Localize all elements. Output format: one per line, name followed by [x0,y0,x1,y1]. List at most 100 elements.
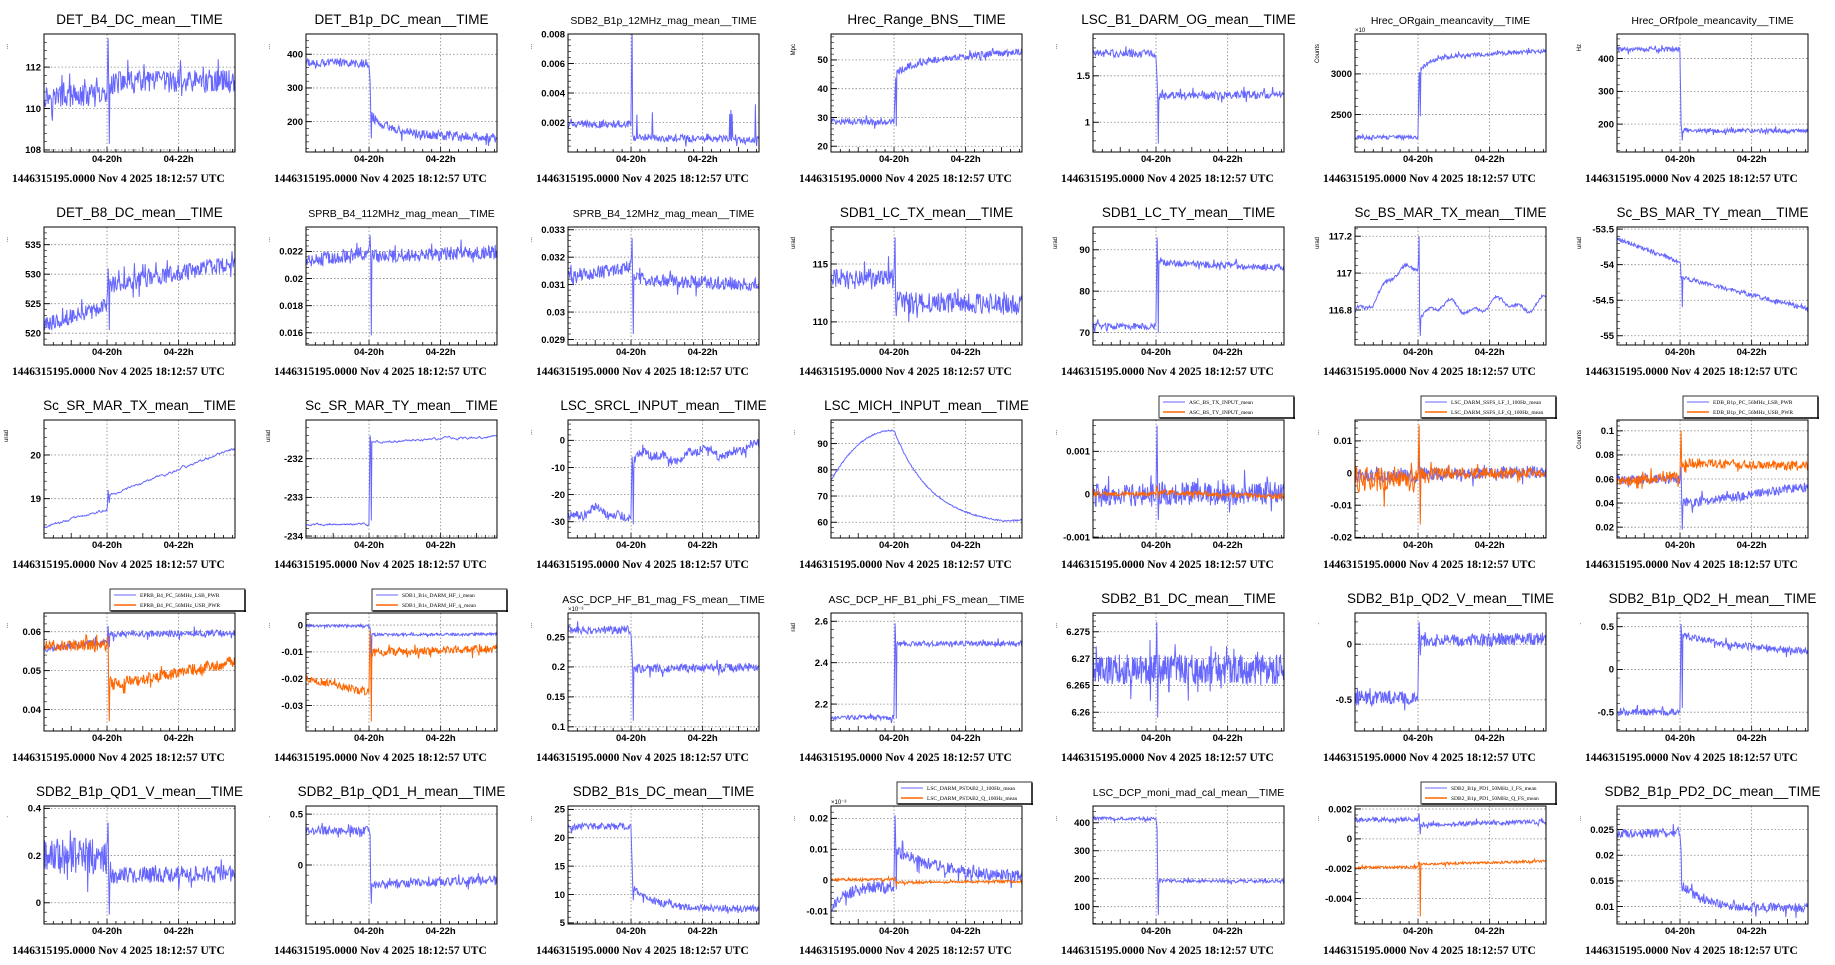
plot-frame [305,612,498,732]
y-tick-label: 0.029 [541,335,565,346]
chart-svg: ... 04-20h 04-22h -0.03 -0.02 -0.01 0 SDB1_B1s_… [266,588,508,764]
chart-title: SDB2_B1p_QD2_V_mean__TIME [1347,591,1554,606]
y-tick-label: -0.01 [281,647,303,658]
x-tick-label: 04-22h [164,733,194,744]
chart-svg: SDB2_B1p_QD1_V_mean__TIME. 04-20h 04-22h 0 0… [4,784,243,957]
plot-frame [830,419,1023,539]
x-tick-label: 04-20h [92,347,122,358]
y-tick-label: 0 [1347,468,1352,479]
series-line-sdb2-b1p-qd2-h-mean [1617,624,1808,717]
chart-svg: SDB2_B1p_QD1_H_mean__TIME. 04-20h 04-22h 0 0… [266,784,505,957]
y-tick-label: 0.02 [285,274,304,285]
timestamp-footer: 1446315195.0000 Nov 4 2025 18:12:57 UTC [1323,559,1536,571]
chart-panel: ... ×10⁻³ 04-20h 04-22h -0.01 0 0.01 0.02 LSC_DA… [787,772,1049,965]
x-tick-label: 04-22h [688,926,718,937]
x-tick-label: 04-22h [1737,733,1767,744]
chart-svg: ... 04-20h 04-22h -0.001 0 0.001 ASC_BS_TX_INP… [1053,395,1295,571]
chart-panel: LSC_MICH_INPUT_mean__TIME... 04-20h 04-22h… [787,386,1049,579]
chart-panel: SPRB_B4_112MHz_mag_mean__TIME... 04-20h 04… [262,193,524,386]
axis-multiplier: ×10⁻³ [831,800,846,806]
x-tick-label: 04-20h [879,540,909,551]
y-tick-label: 0.008 [541,29,565,40]
series-line-det-b8-dc-mean [44,251,235,331]
x-tick-label: 04-20h [92,926,122,937]
x-tick-label: 04-22h [951,347,981,358]
y-tick-label: -54 [1600,260,1614,271]
chart-svg: LSC_B1_DARM_OG_mean__TIME... 04-20h 04-22h… [1053,12,1296,185]
y-tick-label: -55 [1600,331,1614,342]
series-line-sdb2-b1p-qd1-h-mean [306,822,497,904]
y-tick-label: 535 [25,240,42,251]
chart-svg: ... ×10⁻³ 04-20h 04-22h -0.01 0 0.01 0.02 LSC_DA… [791,781,1033,957]
series-line-sdb1-b1s-darm-hf-i-mean [306,622,497,669]
chart-title: LSC_B1_DARM_OG_mean__TIME [1081,12,1296,27]
y-axis-label: ... [1053,623,1059,628]
timestamp-footer: 1446315195.0000 Nov 4 2025 18:12:57 UTC [536,945,749,957]
chart-title: SPRB_B4_112MHz_mag_mean__TIME [308,208,495,220]
y-tick-label: 0.002 [1328,804,1352,815]
y-tick-label: 70 [817,491,828,502]
chart-title: SDB2_B1s_DC_mean__TIME [573,784,755,799]
x-tick-label: 04-20h [1665,926,1695,937]
x-tick-label: 04-20h [1665,154,1695,165]
y-tick-label: 5 [560,918,566,929]
y-tick-label: 525 [25,299,42,310]
series-line-sdb1-b1s-darm-hf-q-mean [306,630,497,722]
y-tick-label: -30 [551,517,565,528]
series-line-sdb2-b1p-12mhz-mag-mean [568,34,759,147]
chart-panel: DET_B4_DC_mean__TIME... 04-20h 04-22h 108 11… [0,0,262,193]
legend-entry: LSC_DARM_PSTAB2_I_100Hz_mean [927,786,1015,792]
x-tick-label: 04-20h [616,926,646,937]
timestamp-footer: 1446315195.0000 Nov 4 2025 18:12:57 UTC [536,173,749,185]
chart-panel: DET_B1p_DC_mean__TIME... 04-20h 04-22h 200 3… [262,0,524,193]
y-tick-label: 0.08 [1596,450,1615,461]
y-tick-label: 200 [287,117,303,128]
chart-panel: SDB2_B1p_QD2_H_mean__TIME. 04-20h 04-22h -0… [1573,579,1835,772]
chart-title: Hrec_ORfpole_meancavity__TIME [1631,15,1793,27]
y-tick-label: 1 [1085,118,1091,129]
timestamp-footer: 1446315195.0000 Nov 4 2025 18:12:57 UTC [799,366,1012,378]
y-axis-label: urad [266,430,272,442]
y-tick-label: 0.002 [541,118,565,129]
y-tick-label: -0.5 [1336,695,1353,706]
plot-frame [1354,805,1547,925]
y-axis-label: . [266,816,272,818]
chart-title: ASC_DCP_HF_B1_mag_FS_mean__TIME [562,594,765,606]
y-tick-label: 0.05 [23,666,42,677]
y-axis-label: ... [266,44,272,49]
y-tick-label: 0 [823,875,828,886]
series-line-asc-dcp-hf-b1-mag-fs-mean [568,621,759,721]
timestamp-footer: 1446315195.0000 Nov 4 2025 18:12:57 UTC [1061,366,1274,378]
y-tick-label: 60 [817,518,828,529]
y-tick-label: 0.02 [1596,522,1615,533]
y-axis-label: ... [1577,816,1583,821]
legend-entry: LSC_DARM_PSTAB2_Q_100Hz_mean [927,796,1018,802]
y-tick-label: 0 [1085,490,1090,501]
timestamp-footer: 1446315195.0000 Nov 4 2025 18:12:57 UTC [274,752,487,764]
x-tick-label: 04-20h [1403,154,1433,165]
y-axis-label: Hz [1577,44,1583,51]
x-tick-label: 04-22h [1475,540,1505,551]
x-tick-label: 04-22h [688,733,718,744]
timestamp-footer: 1446315195.0000 Nov 4 2025 18:12:57 UTC [1061,752,1274,764]
y-tick-label: 0.001 [1066,447,1090,458]
x-tick-label: 04-22h [951,733,981,744]
y-tick-label: 2.2 [815,699,828,710]
x-tick-label: 04-22h [688,540,718,551]
x-tick-label: 04-22h [1737,540,1767,551]
timestamp-footer: 1446315195.0000 Nov 4 2025 18:12:57 UTC [274,559,487,571]
chart-panel: ... 04-20h 04-22h -0.02 -0.01 0 0.01 LSC_DARM_S… [1311,386,1573,579]
chart-svg: Counts 04-20h 04-22h 0.02 0.04 0.06 0.08 0.1 EDB… [1577,395,1819,571]
y-tick-label: -232 [284,454,303,465]
chart-panel: ... 04-20h 04-22h -0.001 0 0.001 ASC_BS_TX_INP… [1049,386,1311,579]
x-tick-label: 04-22h [1213,347,1243,358]
series-line-sdb1-lc-tx-mean [831,237,1022,323]
chart-panel: SDB2_B1_DC_mean__TIME... 04-20h 04-22h 6.26… [1049,579,1311,772]
y-tick-label: 0.015 [1590,876,1614,887]
x-tick-label: 04-22h [164,154,194,165]
y-tick-label: -0.002 [1325,864,1352,875]
y-tick-label: 0.04 [1596,498,1615,509]
axis-multiplier: ×10⁻³ [568,607,583,613]
x-tick-label: 04-20h [879,733,909,744]
timestamp-footer: 1446315195.0000 Nov 4 2025 18:12:57 UTC [12,752,225,764]
